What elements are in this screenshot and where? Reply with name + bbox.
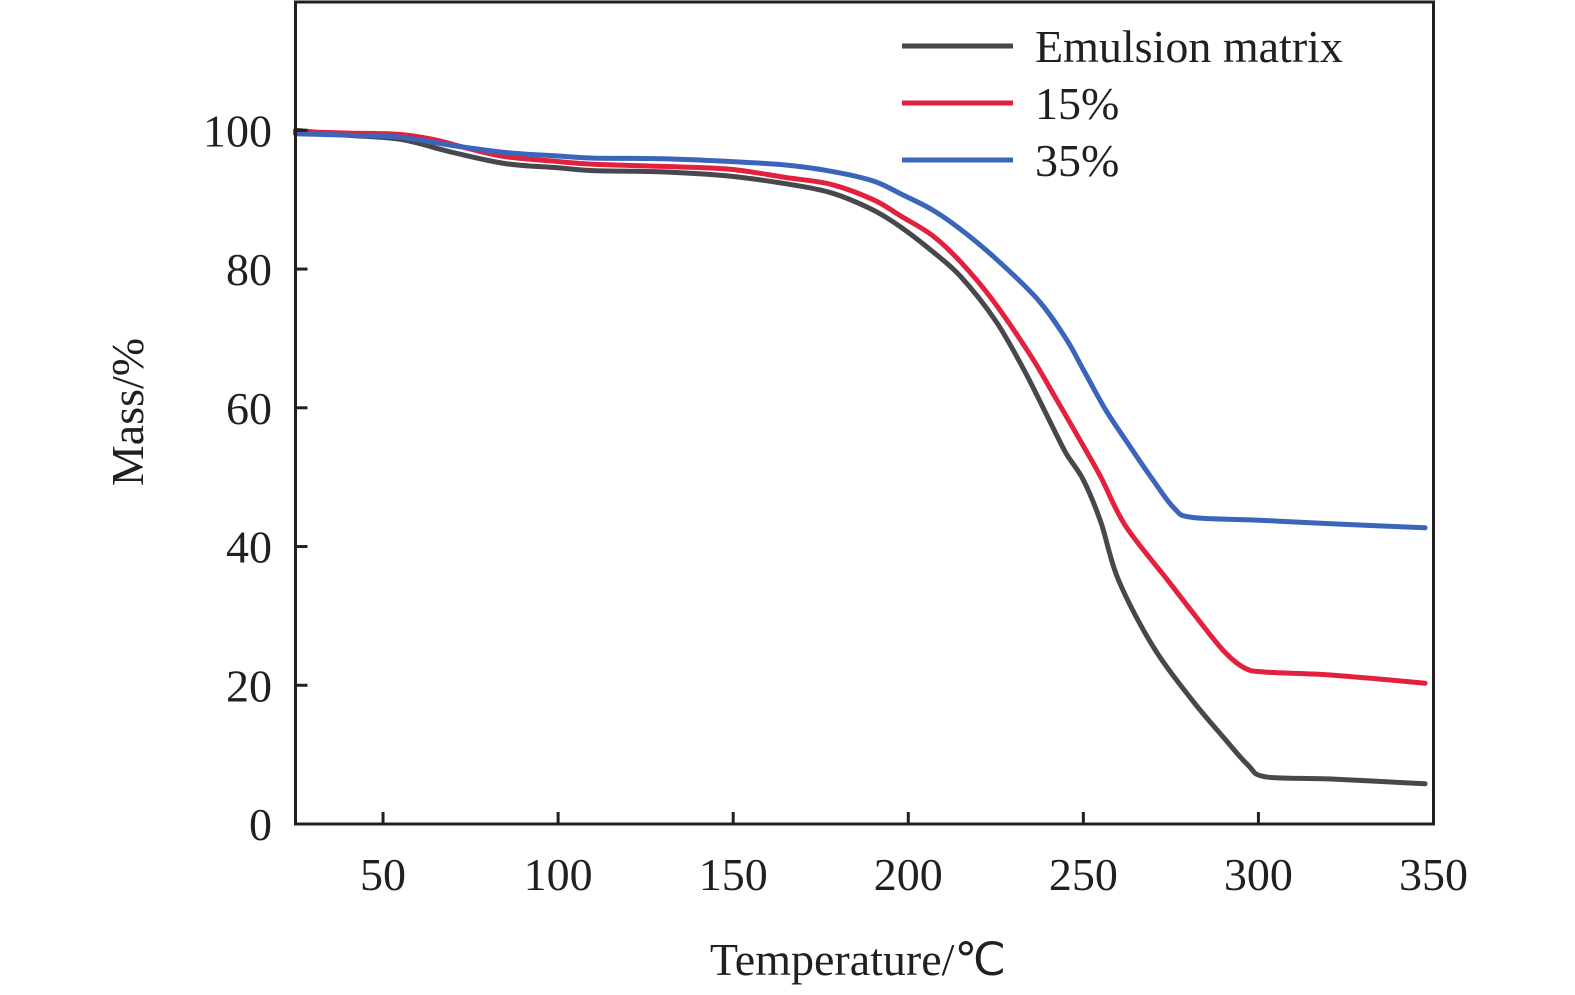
series-layer	[293, 127, 1428, 787]
y-tick-label: 80	[226, 244, 272, 295]
y-tick-label: 100	[203, 105, 272, 156]
y-axis: 0 20 40 60 80 100	[203, 105, 308, 850]
series-line-emulsion-matrix	[293, 127, 1428, 787]
plot-frame	[294, 0, 1435, 826]
x-tick-label: 250	[1049, 849, 1118, 900]
x-tick-label: 200	[874, 849, 943, 900]
y-tick-label: 20	[226, 660, 272, 711]
legend-item: Emulsion matrix	[902, 21, 1343, 72]
legend-label: Emulsion matrix	[1035, 21, 1343, 72]
y-tick-label: 60	[226, 383, 272, 434]
legend: Emulsion matrix 15% 35%	[902, 21, 1343, 186]
y-tick-label: 0	[249, 799, 272, 850]
series-line-15	[293, 129, 1428, 686]
series-line-35	[293, 131, 1428, 531]
x-tick-label: 300	[1224, 849, 1293, 900]
y-axis-title: Mass/%	[102, 338, 153, 486]
x-tick-label: 150	[699, 849, 768, 900]
x-tick-label: 50	[360, 849, 406, 900]
x-axis-title: Temperature/℃	[710, 934, 1006, 985]
x-axis: 50 100 150 200 250 300 350	[360, 812, 1468, 900]
legend-item: 35%	[902, 135, 1119, 186]
x-tick-label: 350	[1399, 849, 1468, 900]
legend-label: 35%	[1035, 135, 1119, 186]
legend-item: 15%	[902, 78, 1119, 129]
y-tick-label: 40	[226, 522, 272, 573]
legend-label: 15%	[1035, 78, 1119, 129]
x-tick-label: 100	[524, 849, 593, 900]
